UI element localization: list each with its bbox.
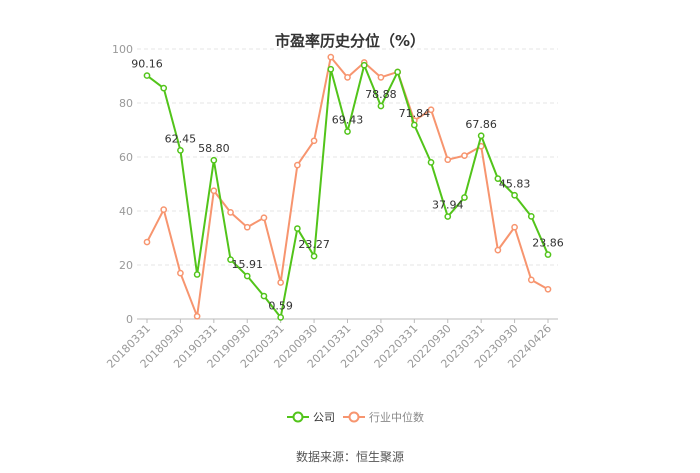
data-label: 0.59	[268, 299, 293, 312]
data-label: 90.16	[131, 58, 163, 71]
data-point[interactable]	[410, 121, 418, 129]
data-point[interactable]	[277, 314, 285, 321]
data-point[interactable]	[360, 61, 368, 69]
data-point[interactable]	[544, 285, 552, 293]
data-point[interactable]	[294, 225, 301, 232]
data-label: 58.80	[198, 142, 230, 155]
grid	[137, 48, 558, 320]
data-point[interactable]	[394, 68, 401, 76]
data-point[interactable]	[527, 213, 535, 220]
data-label: 23.27	[298, 238, 330, 251]
legend-label: 公司	[313, 411, 335, 424]
data-point[interactable]	[344, 128, 351, 135]
data-point[interactable]	[527, 276, 535, 284]
data-point[interactable]	[327, 65, 335, 73]
data-point[interactable]	[427, 106, 435, 114]
legend-label: 行业中位数	[369, 410, 424, 424]
data-point[interactable]	[377, 102, 385, 110]
data-point[interactable]	[461, 194, 468, 201]
data-label: 37.94	[432, 199, 464, 212]
data-point[interactable]	[160, 84, 168, 92]
data-point[interactable]	[193, 312, 201, 320]
y-tick-label: 100	[112, 43, 133, 56]
data-point[interactable]	[177, 147, 184, 154]
legend-marker	[348, 411, 360, 423]
data-point[interactable]	[243, 272, 251, 280]
data-point[interactable]	[327, 53, 335, 61]
data-point[interactable]	[243, 223, 251, 231]
data-label: 69.43	[332, 114, 364, 127]
data-label: 15.91	[232, 258, 264, 271]
data-point[interactable]	[260, 292, 268, 300]
y-tick-label: 60	[119, 151, 133, 164]
data-point[interactable]	[461, 152, 468, 159]
data-point[interactable]	[477, 132, 485, 140]
data-point[interactable]	[494, 175, 502, 182]
data-point[interactable]	[143, 72, 151, 79]
source-note: 数据来源：恒生聚源	[296, 449, 404, 464]
data-point[interactable]	[160, 206, 168, 213]
data-point[interactable]	[427, 159, 435, 166]
data-point[interactable]	[344, 74, 351, 81]
y-tick-label: 0	[126, 313, 133, 326]
data-point[interactable]	[277, 279, 285, 286]
data-point[interactable]	[193, 271, 201, 278]
data-label: 67.86	[465, 118, 497, 131]
data-point[interactable]	[511, 223, 518, 231]
series-layer	[143, 53, 552, 321]
legend-item[interactable]: 行业中位数	[343, 410, 424, 424]
data-point[interactable]	[444, 156, 452, 164]
data-point[interactable]	[227, 209, 234, 216]
data-point[interactable]	[310, 137, 318, 145]
chart-title: 市盈率历史分位（%）	[275, 32, 425, 50]
data-point[interactable]	[444, 213, 452, 220]
data-point[interactable]	[544, 251, 552, 258]
data-point[interactable]	[310, 252, 318, 260]
y-tick-label: 40	[119, 205, 133, 218]
data-point[interactable]	[210, 187, 218, 195]
data-label: 23.86	[532, 237, 564, 250]
data-point[interactable]	[143, 238, 151, 246]
legend[interactable]: 公司 行业中位数	[287, 410, 424, 424]
data-label: 62.45	[165, 132, 197, 145]
data-point[interactable]	[494, 246, 502, 254]
legend-item[interactable]: 公司	[287, 411, 335, 424]
data-point[interactable]	[377, 74, 385, 81]
data-label: 71.84	[399, 107, 431, 120]
data-label: 78.88	[365, 88, 397, 101]
data-point[interactable]	[210, 156, 218, 164]
data-point[interactable]	[511, 191, 518, 199]
data-point[interactable]	[294, 161, 301, 169]
y-tick-label: 20	[119, 259, 133, 272]
data-point[interactable]	[260, 214, 268, 222]
data-point[interactable]	[227, 256, 234, 263]
data-point[interactable]	[177, 269, 184, 277]
legend-marker	[292, 411, 304, 423]
series-line	[146, 56, 549, 318]
data-label: 45.83	[499, 177, 531, 190]
y-tick-label: 80	[119, 97, 133, 110]
